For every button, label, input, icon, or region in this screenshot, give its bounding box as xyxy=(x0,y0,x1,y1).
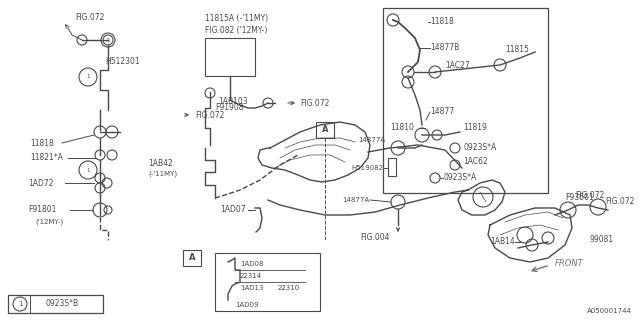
Bar xyxy=(183,250,201,266)
Text: 1AD07: 1AD07 xyxy=(220,205,246,214)
Bar xyxy=(205,38,255,76)
Text: 11818: 11818 xyxy=(430,18,454,27)
Text: 1AD13: 1AD13 xyxy=(240,285,264,291)
Text: (-'11MY): (-'11MY) xyxy=(148,171,177,177)
Text: 1AB42: 1AB42 xyxy=(148,158,173,167)
Text: FIG.004: FIG.004 xyxy=(360,234,390,243)
Text: 14877: 14877 xyxy=(430,108,454,116)
Text: ('12MY-): ('12MY-) xyxy=(35,219,63,225)
Text: FIG.072: FIG.072 xyxy=(575,190,604,199)
Text: A050001744: A050001744 xyxy=(587,308,632,314)
Text: F91801: F91801 xyxy=(28,205,56,214)
Text: 1AB103: 1AB103 xyxy=(218,98,248,107)
Text: 0923S*A: 0923S*A xyxy=(463,143,496,153)
Text: 22310: 22310 xyxy=(278,285,300,291)
Text: FIG.072: FIG.072 xyxy=(605,197,634,206)
Text: 11815A (-'11MY): 11815A (-'11MY) xyxy=(205,13,268,22)
Text: 1AD72: 1AD72 xyxy=(28,179,54,188)
Text: 1: 1 xyxy=(86,167,90,172)
Text: 0923S*A: 0923S*A xyxy=(443,173,476,182)
Text: 11815: 11815 xyxy=(505,45,529,54)
Text: 11810: 11810 xyxy=(390,124,414,132)
Text: 1AD08: 1AD08 xyxy=(240,261,264,267)
Text: 11821*A: 11821*A xyxy=(30,154,63,163)
Text: FIG.082 ('12MY-): FIG.082 ('12MY-) xyxy=(205,26,268,35)
Text: H512301: H512301 xyxy=(105,58,140,67)
Text: 1AD09: 1AD09 xyxy=(235,302,259,308)
Text: 99081: 99081 xyxy=(590,236,614,244)
Text: 14877B: 14877B xyxy=(430,44,460,52)
Text: 1AB14: 1AB14 xyxy=(490,237,515,246)
Text: A: A xyxy=(322,125,328,134)
Text: 0923S*B: 0923S*B xyxy=(45,300,79,308)
Text: 1: 1 xyxy=(106,37,109,43)
Text: F91908: F91908 xyxy=(215,102,243,111)
Text: 1AC27: 1AC27 xyxy=(445,60,470,69)
Text: FRONT: FRONT xyxy=(555,259,584,268)
Text: A: A xyxy=(189,253,195,262)
Text: 11818: 11818 xyxy=(30,139,54,148)
Bar xyxy=(388,158,396,176)
Text: FIG.072: FIG.072 xyxy=(195,110,225,119)
Text: 14877A: 14877A xyxy=(358,137,385,143)
Text: 1: 1 xyxy=(86,75,90,79)
Text: H519082: H519082 xyxy=(351,165,383,171)
Bar xyxy=(8,295,103,313)
Text: 11819: 11819 xyxy=(463,124,487,132)
Text: 22314: 22314 xyxy=(240,273,262,279)
Bar xyxy=(383,8,548,193)
Text: 1AC62: 1AC62 xyxy=(463,157,488,166)
Bar xyxy=(316,122,334,138)
Text: FIG.072: FIG.072 xyxy=(75,13,104,22)
Text: 14877A: 14877A xyxy=(342,197,369,203)
Text: 1: 1 xyxy=(18,301,22,307)
Bar xyxy=(215,253,320,311)
Text: F93601: F93601 xyxy=(565,194,594,203)
Text: FIG.072: FIG.072 xyxy=(300,99,330,108)
